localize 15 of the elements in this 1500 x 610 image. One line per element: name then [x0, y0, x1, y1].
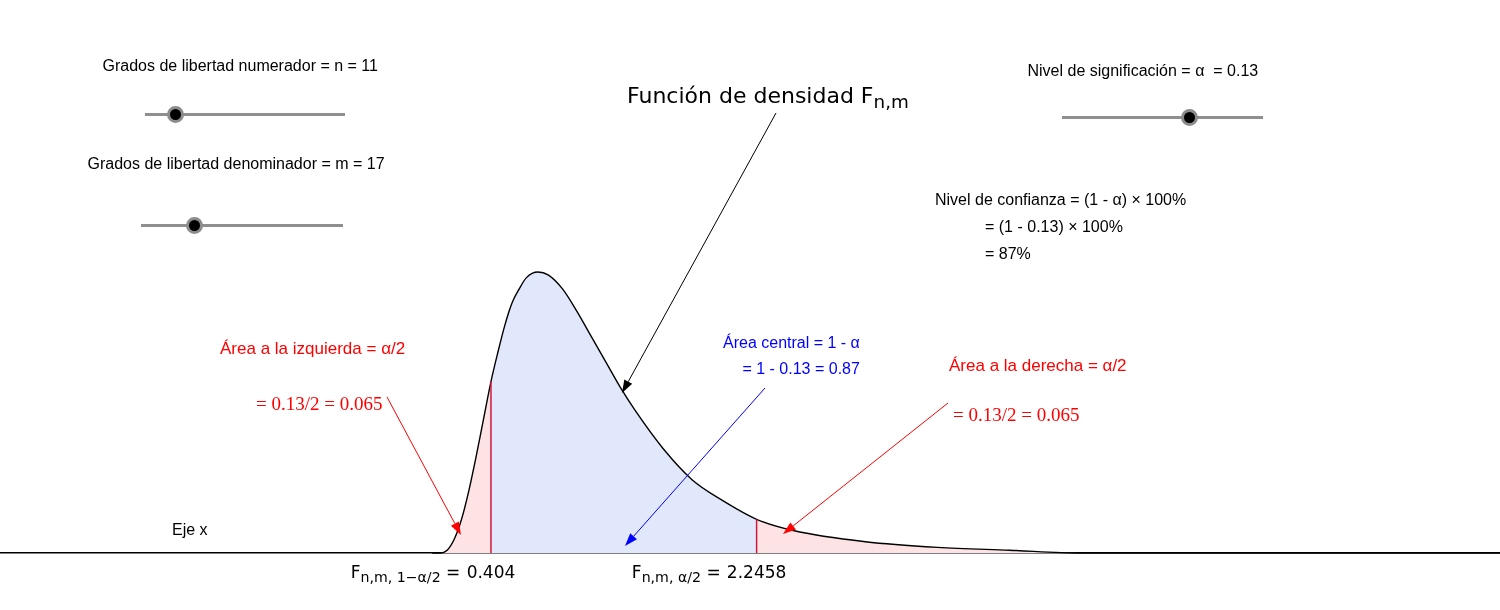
- annotation: Área a la derecha = α/2: [949, 355, 1127, 377]
- x-tick-label: 2.2458: [726, 561, 787, 582]
- text: Función de densidad F$_{n,m}$: [627, 82, 909, 115]
- text: Grados de libertad denominador = m = 17: [87, 154, 385, 174]
- annotation: Área a la izquierda = α/2: [220, 338, 406, 360]
- text: Nivel de confianza = (1 - α) × 100% = (1 - 0.13) × 100% = 87%: [935, 190, 1187, 264]
- ref-line-label: F$_{n,m, 1−α/2}$ =: [350, 561, 461, 588]
- annotation: Área central = 1 - α = 1 - 0.13 = 0.87: [723, 332, 860, 379]
- x-axis-title: Eje x: [172, 521, 208, 539]
- annotation: = 0.13/2 = 0.065: [256, 392, 383, 416]
- text: Grados de libertad numerador = n = 11: [102, 56, 378, 76]
- ref-line-label: F$_{n,m, α/2}$ =: [631, 561, 721, 588]
- text: Nivel de significación = α = 0.13: [1027, 61, 1259, 81]
- annotation: = 0.13/2 = 0.065: [953, 403, 1080, 427]
- x-tick-label: 0.404: [466, 561, 516, 582]
